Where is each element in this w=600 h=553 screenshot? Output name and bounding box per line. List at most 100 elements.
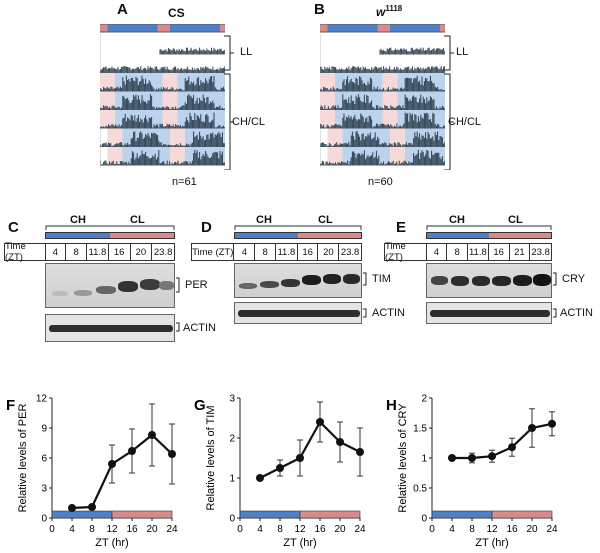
per-label: PER [185,279,208,291]
phase-shading [382,73,398,92]
actin-band [49,325,173,332]
x-tick-label: 4 [257,524,263,535]
condition-segment [390,24,440,32]
blot-band [533,274,551,286]
cry-label: CRY [562,273,586,285]
phase-shading [390,147,405,166]
data-point [448,454,456,462]
cry-bracket [553,272,557,286]
x-tick-label: 16 [314,524,326,535]
x-tick-label: 24 [354,524,366,535]
actin-band [238,310,360,317]
x-tick-label: 8 [89,524,95,535]
actogram-a-ll-label: LL [240,46,253,58]
activity-trace [379,47,445,55]
x-tick-label: 8 [277,524,283,535]
tim-actin-blot [234,302,362,324]
condition-segment [220,24,225,32]
cry-actin-label: ACTIN [560,307,593,319]
x-tick-label: 0 [49,524,55,535]
activity-trace [100,75,225,92]
actogram-b [320,24,445,168]
blot-band [431,276,448,285]
cry-blot [426,263,552,298]
per-actin-blot [45,314,175,342]
zt-cell: 4 [46,244,67,260]
data-point [488,452,496,461]
condition-segment [377,24,390,32]
data-point [468,454,476,462]
panel-c-cl: CL [130,214,145,226]
actogram-a-brackets [224,35,234,170]
x-tick-label: 12 [294,524,306,535]
blot-band [239,283,257,289]
y-tick-label: 0 [229,514,235,525]
x-tick-label: 0 [429,524,435,535]
activity-trace [100,94,225,110]
y-tick-label: 2 [421,394,427,405]
blot-band [260,281,279,288]
panel-letter: H [386,397,397,414]
x-axis-label: ZT (hr) [475,537,508,549]
genotype-base: w [376,5,386,19]
phase-shading [162,110,178,129]
zt-cell: 23.8 [153,246,173,258]
cry-actin-bracket [553,308,557,318]
phase-shading [122,128,170,147]
tim-actin-label: ACTIN [372,307,405,319]
cl-bar [111,510,173,519]
activity-trace [100,131,225,147]
y-axis-label: Relative levels of TIM [205,406,217,511]
zt-cell: 11.8 [87,244,109,260]
blot-band [96,286,116,294]
panel-b-genotype: w1118 [376,4,402,19]
x-tick-label: 12 [486,524,498,535]
chart-f: F 0 3 6 9 12 0 4 8 12 16 20 24 ZT (hr) Relative levels… [6,394,178,550]
data-point [356,448,364,456]
phase-shading [107,147,123,166]
panel-e-bracket [426,225,552,230]
y-tick-label: 1 [229,474,235,485]
phase-shading [382,91,398,110]
activity-trace [100,112,225,129]
actogram-a-n: n=61 [172,176,197,188]
activity-trace [159,47,225,55]
phase-shading [382,110,398,129]
zt-header: Time (ZT) [192,244,235,260]
phase-shading [390,128,405,147]
x-tick-label: 4 [449,524,455,535]
zt-cell: 4 [427,244,448,260]
panel-e-cl: CL [508,214,523,226]
x-tick-label: 24 [546,524,558,535]
blot-band [513,275,532,286]
panel-c-ch: CH [70,214,86,226]
tim-bracket [363,272,367,286]
blot-band [74,290,92,296]
data-point [108,460,116,468]
panel-b-letter: B [314,1,325,18]
y-tick-label: 3 [41,484,47,495]
x-axis-label: ZT (hr) [95,537,128,549]
condition-segment [107,24,158,32]
x-tick-label: 24 [166,524,178,535]
activity-trace [320,75,445,92]
ch-bar [51,510,113,519]
panel-d-letter: D [201,219,212,236]
x-tick-label: 16 [506,524,518,535]
actogram-a [100,24,225,168]
zt-cell: 11.8 [276,244,298,260]
x-tick-label: 16 [126,524,138,535]
zt-header: Time (ZT) [385,241,427,263]
blot-band [472,276,490,286]
blot-band [323,274,341,284]
series-line [71,433,173,510]
cl-bar [299,510,361,519]
panel-e-condition-bar [426,232,552,239]
blot-band [451,276,469,286]
zt-cell: 4 [234,244,256,260]
y-axis-label: Relative levels of CRY [397,403,409,513]
data-point [68,504,76,512]
panel-d-zt-row: Time (ZT) 4 8 11.8 16 20 23.8 [191,243,362,261]
